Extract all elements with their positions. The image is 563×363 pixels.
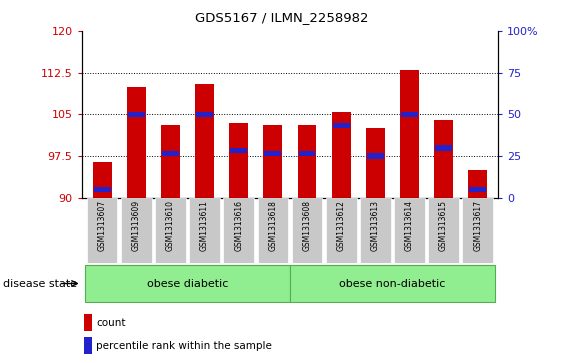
FancyBboxPatch shape xyxy=(428,198,459,263)
FancyBboxPatch shape xyxy=(292,198,323,263)
FancyBboxPatch shape xyxy=(189,198,220,263)
Bar xyxy=(127,86,146,198)
FancyBboxPatch shape xyxy=(155,198,186,263)
Bar xyxy=(401,111,418,117)
Text: GSM1313607: GSM1313607 xyxy=(97,200,106,251)
Bar xyxy=(229,123,248,198)
FancyBboxPatch shape xyxy=(360,198,391,263)
Text: GSM1313616: GSM1313616 xyxy=(234,200,243,251)
FancyBboxPatch shape xyxy=(462,198,493,263)
Text: GSM1313613: GSM1313613 xyxy=(371,200,380,251)
FancyBboxPatch shape xyxy=(257,198,288,263)
FancyBboxPatch shape xyxy=(394,198,425,263)
Text: obese diabetic: obese diabetic xyxy=(147,278,228,289)
FancyBboxPatch shape xyxy=(87,198,118,263)
Bar xyxy=(470,187,486,192)
Bar xyxy=(435,145,452,151)
FancyBboxPatch shape xyxy=(326,198,356,263)
Text: GDS5167 / ILMN_2258982: GDS5167 / ILMN_2258982 xyxy=(195,11,368,24)
Bar xyxy=(161,126,180,198)
Bar xyxy=(332,111,351,198)
Bar xyxy=(265,151,282,156)
FancyBboxPatch shape xyxy=(85,265,290,302)
Bar xyxy=(128,111,145,117)
FancyBboxPatch shape xyxy=(290,265,495,302)
Bar xyxy=(434,120,453,198)
Bar xyxy=(84,314,92,331)
Bar xyxy=(400,70,419,198)
Bar xyxy=(230,148,247,153)
Text: percentile rank within the sample: percentile rank within the sample xyxy=(96,340,272,351)
Text: disease state: disease state xyxy=(3,278,77,289)
Text: GSM1313608: GSM1313608 xyxy=(302,200,311,251)
Bar xyxy=(162,151,179,156)
Text: count: count xyxy=(96,318,126,328)
Bar xyxy=(367,153,384,159)
Bar xyxy=(366,128,385,198)
Bar xyxy=(93,162,111,198)
Bar xyxy=(263,126,282,198)
Text: GSM1313610: GSM1313610 xyxy=(166,200,175,251)
Text: GSM1313614: GSM1313614 xyxy=(405,200,414,251)
Bar xyxy=(196,111,213,117)
Text: GSM1313612: GSM1313612 xyxy=(337,200,346,251)
Text: GSM1313618: GSM1313618 xyxy=(269,200,278,251)
Bar xyxy=(195,84,214,198)
Bar xyxy=(298,126,316,198)
Bar xyxy=(298,151,315,156)
Text: GSM1313617: GSM1313617 xyxy=(473,200,482,251)
FancyBboxPatch shape xyxy=(224,198,254,263)
Text: obese non-diabetic: obese non-diabetic xyxy=(339,278,445,289)
Text: GSM1313611: GSM1313611 xyxy=(200,200,209,251)
Bar xyxy=(333,123,350,128)
Bar xyxy=(468,170,487,198)
Text: GSM1313609: GSM1313609 xyxy=(132,200,141,251)
Text: GSM1313615: GSM1313615 xyxy=(439,200,448,251)
Bar xyxy=(84,337,92,354)
FancyBboxPatch shape xyxy=(121,198,151,263)
Bar xyxy=(93,187,110,192)
